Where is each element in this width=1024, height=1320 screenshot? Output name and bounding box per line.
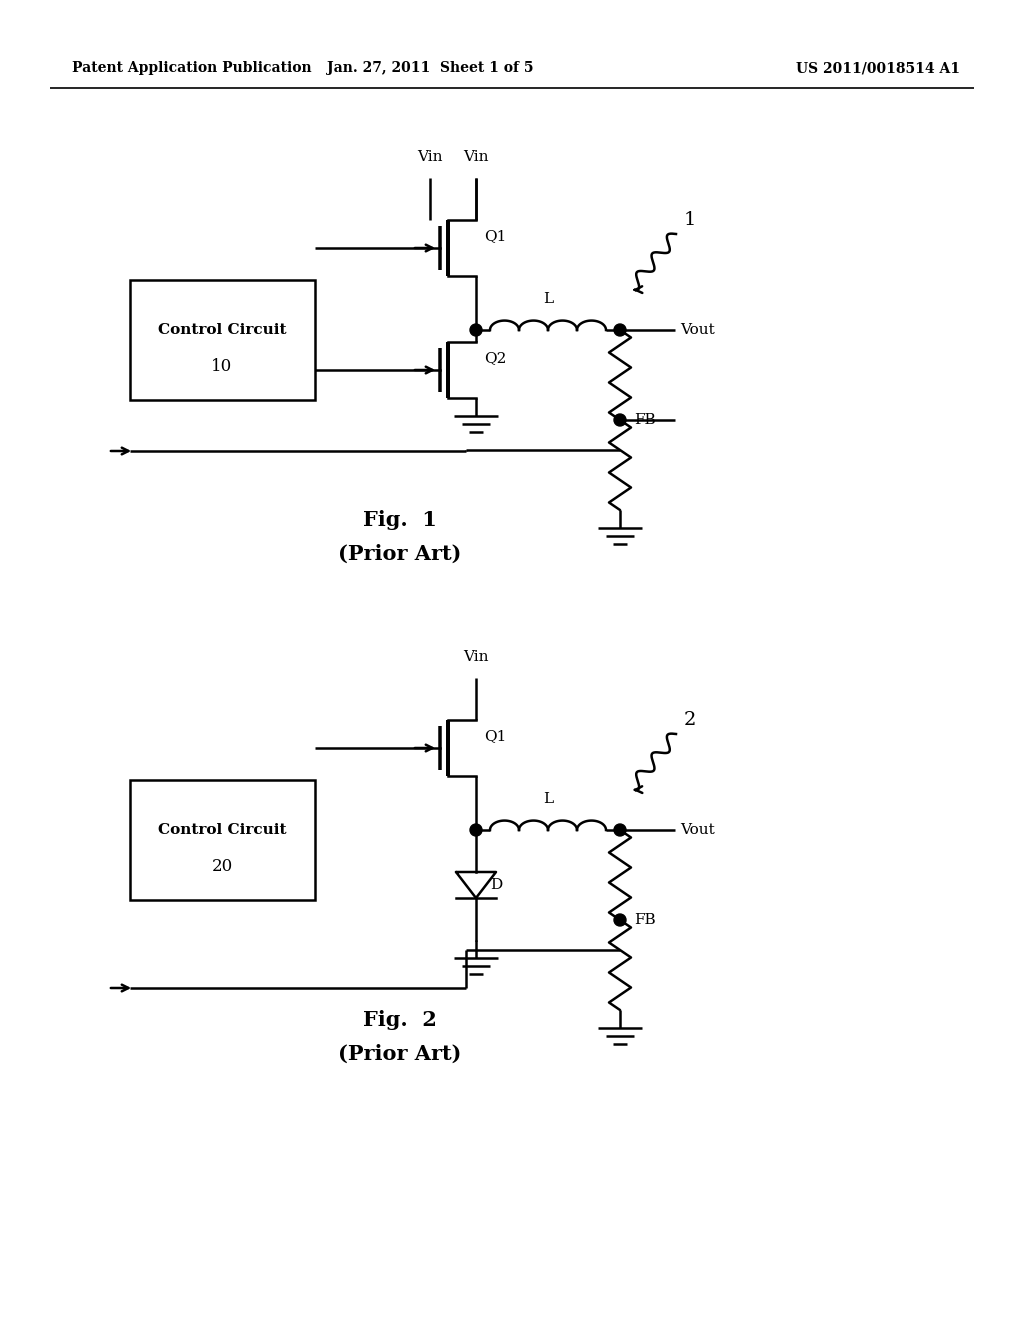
Text: Fig.  2: Fig. 2 — [364, 1010, 437, 1030]
Text: D: D — [490, 878, 502, 892]
Circle shape — [614, 824, 626, 836]
Text: Fig.  1: Fig. 1 — [364, 510, 437, 531]
Text: Control Circuit: Control Circuit — [158, 323, 287, 338]
Text: (Prior Art): (Prior Art) — [338, 1044, 462, 1064]
Text: Vin: Vin — [417, 150, 442, 164]
Text: Vin: Vin — [463, 649, 488, 664]
Text: Patent Application Publication: Patent Application Publication — [72, 61, 311, 75]
Text: Jan. 27, 2011  Sheet 1 of 5: Jan. 27, 2011 Sheet 1 of 5 — [327, 61, 534, 75]
Text: 1: 1 — [684, 211, 696, 228]
Text: FB: FB — [634, 913, 655, 927]
Text: 2: 2 — [684, 711, 696, 729]
Text: Q1: Q1 — [484, 228, 507, 243]
Text: Control Circuit: Control Circuit — [158, 824, 287, 837]
Text: (Prior Art): (Prior Art) — [338, 544, 462, 564]
Text: 20: 20 — [211, 858, 232, 875]
Text: Vout: Vout — [680, 822, 715, 837]
Circle shape — [470, 824, 482, 836]
Text: Q2: Q2 — [484, 351, 507, 366]
FancyBboxPatch shape — [130, 280, 315, 400]
Text: L: L — [543, 292, 553, 306]
Circle shape — [614, 913, 626, 927]
FancyBboxPatch shape — [130, 780, 315, 900]
Text: FB: FB — [634, 413, 655, 426]
Circle shape — [470, 323, 482, 337]
Text: Vin: Vin — [463, 150, 488, 164]
Circle shape — [614, 414, 626, 426]
Text: L: L — [543, 792, 553, 807]
Text: Q1: Q1 — [484, 729, 507, 743]
Circle shape — [614, 323, 626, 337]
Text: US 2011/0018514 A1: US 2011/0018514 A1 — [796, 61, 961, 75]
Text: 10: 10 — [211, 358, 232, 375]
Text: Vout: Vout — [680, 323, 715, 337]
